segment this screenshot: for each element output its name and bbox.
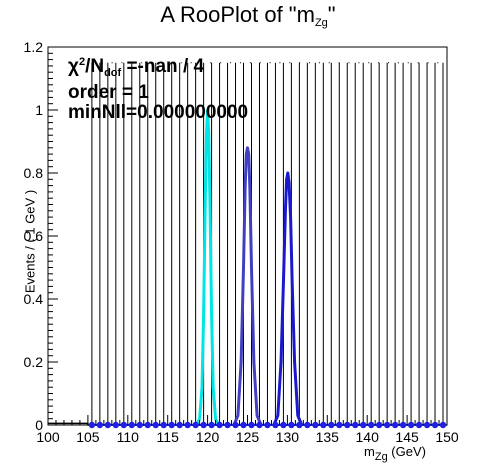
- error-bars: [91, 62, 444, 425]
- x-axis-label: mZg (GeV): [364, 444, 426, 463]
- pdf-curves: [48, 108, 447, 426]
- minnll-line: minNll=0.000000000: [68, 102, 249, 123]
- x-tick-label-0: 100: [36, 429, 60, 445]
- x-tick-label-3: 115: [157, 429, 180, 445]
- data-points: [88, 421, 447, 429]
- chart-title: A RooPlot of "mZg": [160, 2, 336, 29]
- x-tick-label-4: 120: [196, 429, 220, 445]
- x-tick-label-9: 145: [395, 429, 419, 445]
- axes: 100 105 110 115 120 125 130 135 140 145 150 0 0.2 0.4…: [24, 39, 459, 445]
- chi2-line: χ2/Ndof =-nan / 4: [68, 56, 205, 79]
- x-tick-label-7: 135: [316, 429, 340, 445]
- y-tick-label-0: 0: [35, 417, 43, 433]
- y-tick-label-3: 0.6: [24, 228, 44, 244]
- pdf-curve-2: [272, 171, 304, 426]
- pdf-curve-0: [195, 108, 221, 426]
- order-line: order = 1: [68, 82, 149, 103]
- y-axis-label: Events / ( 1 GeV ): [22, 189, 38, 294]
- x-tick-label-8: 140: [356, 429, 380, 445]
- pdf-curve-1: [232, 146, 263, 426]
- x-tick-label-6: 130: [276, 429, 300, 445]
- x-tick-label-5: 125: [236, 429, 260, 445]
- y-tick-label-2: 0.4: [24, 291, 44, 307]
- y-tick-label-1: 0.2: [24, 354, 44, 370]
- x-tick-label-2: 110: [117, 429, 140, 445]
- x-tick-label-1: 105: [76, 429, 100, 445]
- y-tick-label-6: 1.2: [24, 39, 44, 55]
- fit-stats-box: χ2/Ndof =-nan / 4 order = 1 minNll=0.000…: [68, 52, 248, 123]
- x-tick-label-10: 150: [435, 429, 459, 445]
- y-tick-label-4: 0.8: [24, 165, 44, 181]
- y-tick-label-5: 1: [35, 102, 43, 118]
